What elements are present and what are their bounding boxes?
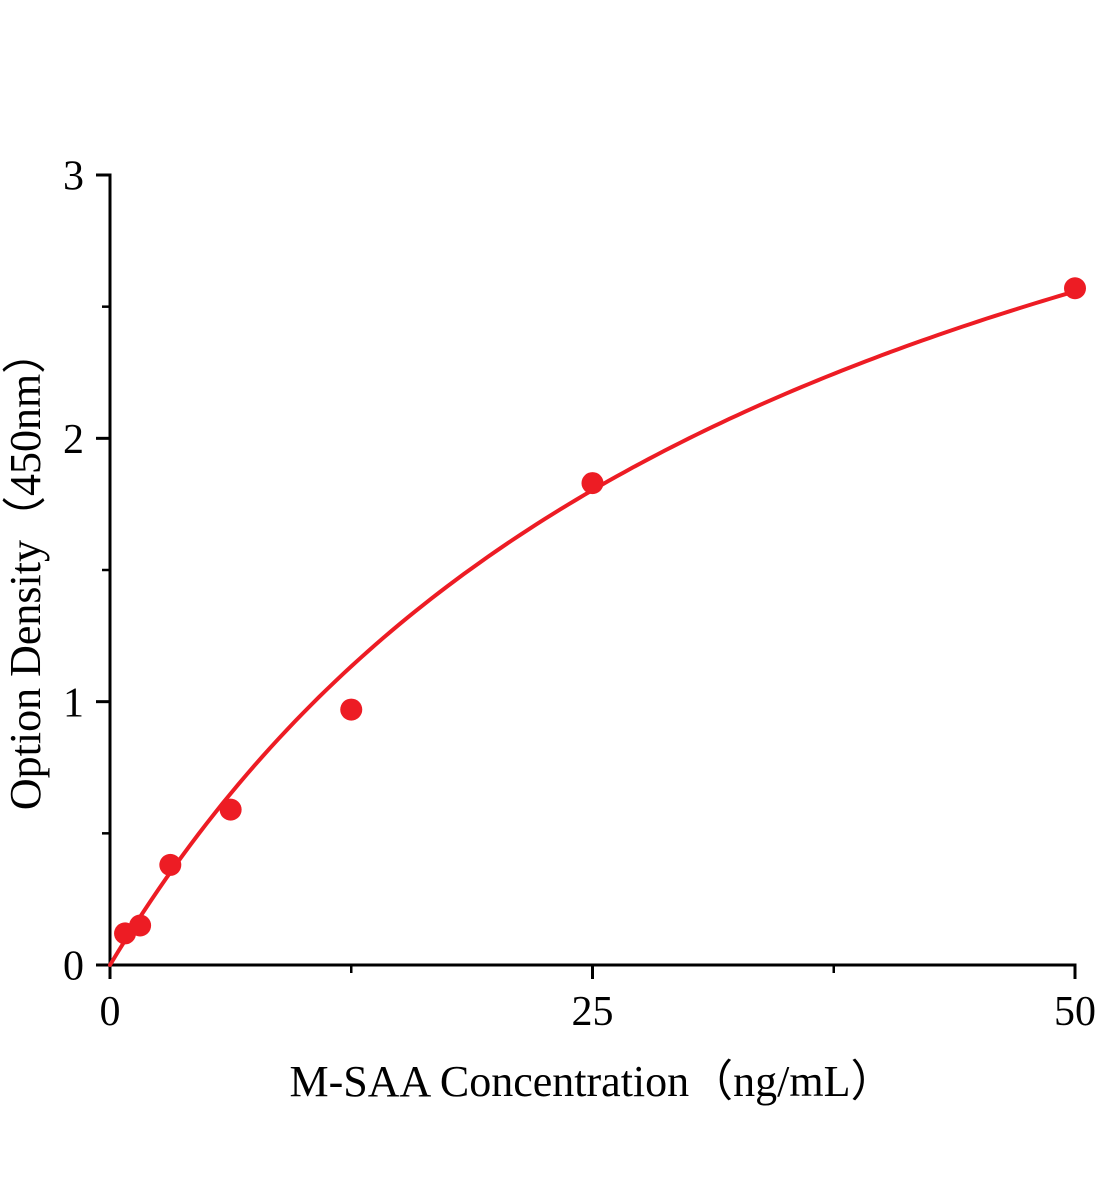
data-point	[581, 472, 604, 495]
y-tick-label: 2	[63, 417, 84, 463]
data-point	[129, 914, 152, 937]
data-points	[114, 277, 1086, 945]
axes	[108, 173, 1077, 967]
x-tick-label: 25	[572, 989, 614, 1035]
y-tick-label: 1	[63, 680, 84, 726]
x-tick-label: 0	[100, 989, 121, 1035]
data-point	[340, 698, 363, 721]
y-axis-title: Option Density（450nm）	[1, 330, 50, 810]
tick-labels: 0 1 2 3 0 25 50	[63, 154, 1096, 1035]
y-tick-label: 0	[63, 944, 84, 990]
fit-curve	[108, 289, 1077, 967]
y-tick-label: 3	[63, 154, 84, 200]
axis-lines	[108, 173, 1077, 967]
axis-ticks	[96, 173, 1077, 979]
data-point	[1064, 277, 1086, 300]
data-point	[159, 853, 182, 876]
data-point	[219, 798, 242, 821]
x-tick-label: 50	[1054, 989, 1096, 1035]
x-axis-title: M-SAA Concentration（ng/mL）	[290, 1057, 895, 1106]
